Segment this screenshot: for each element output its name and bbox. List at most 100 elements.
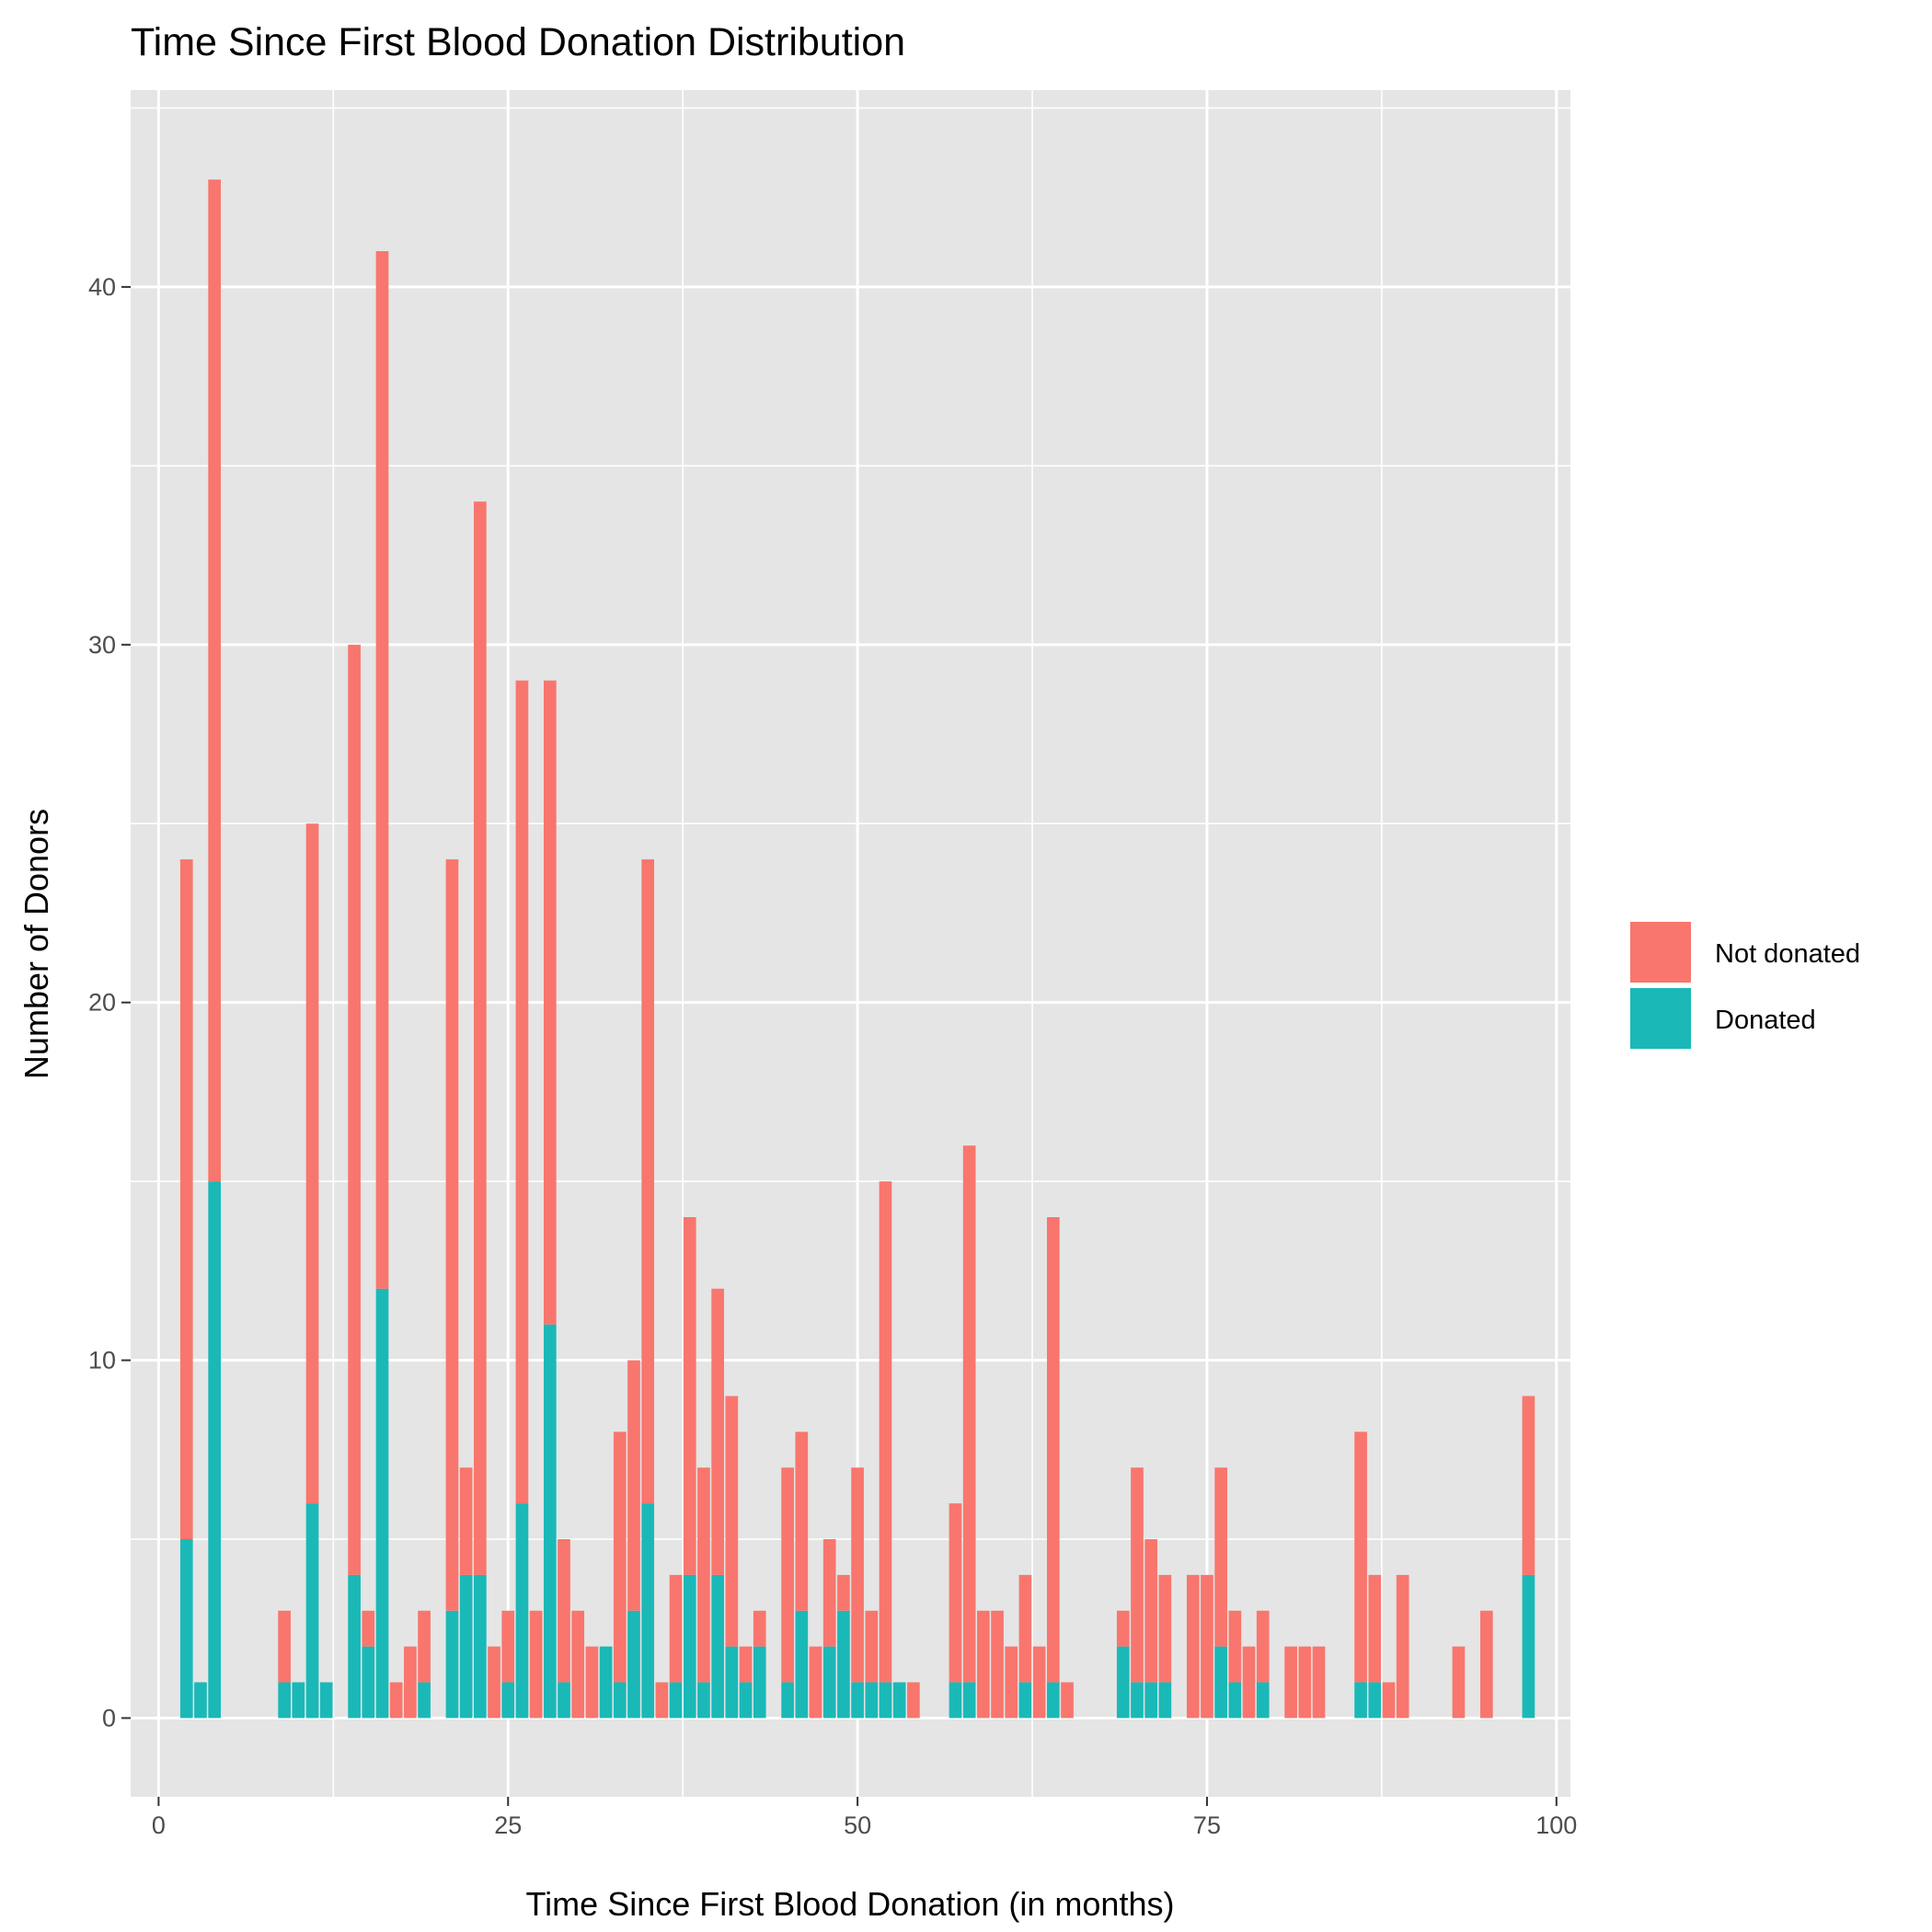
bar-donated [418, 1682, 431, 1719]
bar-not-donated [375, 251, 389, 1289]
bar-not-donated [1061, 1682, 1074, 1719]
bar-donated [683, 1574, 696, 1719]
bar-donated [753, 1646, 766, 1719]
bar-not-donated [795, 1432, 809, 1611]
bar-not-donated [753, 1610, 766, 1647]
bar-not-donated [851, 1467, 864, 1683]
grid-minor [131, 90, 1570, 1797]
bar-not-donated [1186, 1574, 1200, 1719]
bar-donated [962, 1682, 976, 1719]
bar-donated [697, 1682, 710, 1719]
x-tick-label: 50 [844, 1811, 871, 1839]
bar-donated [179, 1539, 193, 1719]
bar-donated [305, 1503, 319, 1719]
bar-donated [445, 1610, 459, 1719]
bar-not-donated [1005, 1646, 1018, 1719]
bar-not-donated [515, 680, 529, 1504]
bar-not-donated [1382, 1682, 1396, 1719]
bar-donated [1522, 1574, 1535, 1719]
x-axis: 0 25 50 75 100 [152, 1797, 1577, 1839]
bar-not-donated [179, 859, 193, 1539]
bar-donated [474, 1574, 487, 1719]
bar-not-donated [585, 1646, 599, 1719]
bar-not-donated [1242, 1646, 1256, 1719]
bar-not-donated [208, 179, 222, 1182]
y-tick-label: 30 [88, 631, 116, 659]
bar-donated [278, 1682, 291, 1719]
bar-donated [725, 1646, 739, 1719]
bar-not-donated [1354, 1432, 1367, 1683]
bar-not-donated [488, 1646, 500, 1719]
bar-not-donated [977, 1610, 990, 1719]
bar-not-donated [501, 1610, 515, 1683]
bar-not-donated [1116, 1610, 1130, 1647]
bar-not-donated [445, 859, 459, 1611]
bar-not-donated [1256, 1610, 1270, 1683]
bar-not-donated [404, 1646, 417, 1719]
bar-donated [949, 1682, 962, 1719]
bar-not-donated [725, 1396, 739, 1647]
bar-not-donated [1046, 1217, 1060, 1683]
bar-donated [711, 1574, 724, 1719]
y-tick-label: 40 [88, 273, 116, 301]
bar-not-donated [1298, 1646, 1312, 1719]
bar-not-donated [418, 1610, 431, 1683]
x-tick-label: 25 [494, 1811, 522, 1839]
bar-donated [641, 1503, 655, 1719]
bar-donated [558, 1682, 570, 1719]
bar-not-donated [1479, 1610, 1493, 1719]
bar-not-donated [348, 644, 361, 1575]
bar-donated [865, 1682, 879, 1719]
bar-not-donated [739, 1646, 753, 1683]
bar-donated [543, 1324, 557, 1719]
bar-not-donated [907, 1682, 920, 1719]
bar-not-donated [613, 1432, 627, 1683]
bar-not-donated [389, 1682, 403, 1719]
bar-donated [1368, 1682, 1382, 1719]
bar-donated [627, 1610, 640, 1719]
bar-donated [892, 1682, 906, 1719]
bar-donated [822, 1646, 836, 1719]
bar-not-donated [1368, 1574, 1382, 1683]
bar-donated [1018, 1682, 1032, 1719]
x-tick-label: 0 [152, 1811, 166, 1839]
bar-not-donated [991, 1610, 1004, 1719]
bar-not-donated [865, 1610, 879, 1683]
bar-not-donated [459, 1467, 473, 1575]
bar-donated [208, 1181, 222, 1719]
bar-not-donated [529, 1610, 543, 1719]
bar-donated [459, 1574, 473, 1719]
bar-donated [292, 1682, 305, 1719]
bar-donated [851, 1682, 864, 1719]
bar-donated [1228, 1682, 1242, 1719]
bar-not-donated [837, 1574, 850, 1611]
y-tick-label: 20 [88, 989, 116, 1017]
bar-donated [1158, 1682, 1172, 1719]
bar-not-donated [1228, 1610, 1242, 1683]
bar-not-donated [558, 1539, 570, 1683]
legend-label-donated: Donated [1715, 1006, 1816, 1035]
bar-not-donated [655, 1682, 669, 1719]
bar-donated [1354, 1682, 1367, 1719]
bar-not-donated [305, 823, 319, 1504]
y-axis-title: Number of Donors [17, 809, 55, 1079]
bar-not-donated [1396, 1574, 1409, 1719]
bar-not-donated [781, 1467, 794, 1683]
bar-not-donated [711, 1288, 724, 1575]
bar-not-donated [1201, 1574, 1213, 1719]
grid-major [131, 90, 1570, 1797]
bar-donated [348, 1574, 361, 1719]
bar-donated [375, 1288, 389, 1719]
bar-donated [781, 1682, 794, 1719]
bar-not-donated [1214, 1467, 1227, 1647]
bar-not-donated [474, 501, 487, 1575]
bar-not-donated [669, 1574, 683, 1683]
bar-not-donated [1018, 1574, 1032, 1683]
bar-not-donated [1312, 1646, 1326, 1719]
bar-not-donated [1284, 1646, 1297, 1719]
bar-donated [795, 1610, 809, 1719]
legend-key-not-donated [1630, 922, 1691, 983]
bar-donated [1256, 1682, 1270, 1719]
legend-key-donated [1630, 988, 1691, 1049]
